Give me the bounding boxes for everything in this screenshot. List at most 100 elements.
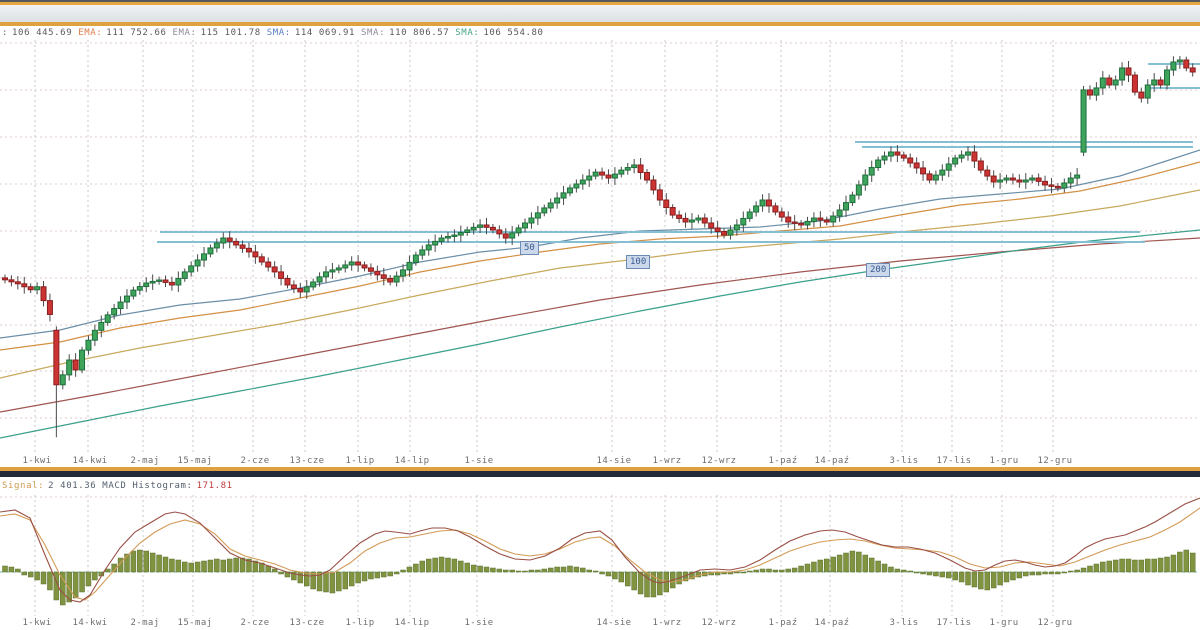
candle-up	[997, 179, 1004, 183]
candle-up	[444, 235, 451, 239]
candle-up	[560, 192, 567, 199]
candle-down	[8, 279, 15, 283]
macd-histogram-bar	[971, 571, 978, 588]
macd-histogram-bar	[496, 568, 503, 573]
candle-up	[342, 264, 349, 269]
candle-up	[220, 237, 227, 244]
candle-up	[547, 202, 554, 209]
macd-histogram-bar	[27, 571, 34, 578]
axis-date-label: 1-gru	[989, 456, 1019, 466]
candle-down	[913, 162, 920, 169]
candle-up	[958, 154, 965, 159]
macd-histogram-bar	[92, 571, 98, 581]
candle-down	[644, 171, 650, 181]
candle-up	[348, 261, 355, 266]
candle-up	[887, 151, 894, 157]
candle-down	[1054, 185, 1061, 189]
candle-down	[1157, 79, 1164, 86]
axis-date-label: 14-paź	[814, 618, 850, 628]
candle-up	[522, 222, 529, 229]
macd-histogram-bar	[1010, 571, 1016, 581]
macd-histogram-bar	[560, 566, 567, 573]
macd-histogram-bar	[811, 561, 817, 573]
candle-up	[85, 339, 92, 351]
macd-histogram-bar	[2, 565, 8, 573]
candle-down	[605, 174, 612, 179]
macd-histogram-bar	[246, 558, 252, 573]
indicator-token-label: SMA:	[361, 28, 386, 38]
candle-down	[226, 237, 233, 242]
candle-down	[714, 227, 721, 233]
candle-up	[1151, 79, 1158, 86]
candle-up	[188, 265, 195, 273]
macd-histogram-bar	[740, 571, 747, 574]
macd-histogram-bar	[734, 571, 740, 574]
candle-down	[1048, 184, 1055, 187]
macd-histogram-bar	[291, 571, 297, 581]
candle-down	[785, 216, 792, 223]
candle-up	[855, 184, 862, 196]
candle-down	[483, 224, 490, 228]
candle-down	[46, 300, 53, 315]
candle-down	[297, 288, 304, 293]
axis-date-label: 14-paź	[814, 456, 850, 466]
macd-histogram-bar	[1138, 559, 1145, 573]
macd-token-value: 171.81	[196, 481, 233, 491]
macd-histogram-bar	[637, 571, 644, 595]
candle-up	[91, 329, 98, 341]
macd-histogram-bar	[772, 569, 779, 573]
candle-up	[79, 349, 86, 371]
candle-up	[98, 321, 105, 331]
macd-histogram-bar	[175, 559, 182, 573]
indicator-token-label: SMA:	[455, 28, 480, 38]
macd-histogram-bar	[226, 558, 233, 573]
macd-histogram-bar	[901, 569, 907, 573]
candle-up	[1170, 61, 1177, 71]
macd-histogram-bar	[592, 570, 599, 573]
axis-date-label: 14-kwi	[72, 456, 108, 466]
candle-up	[1112, 79, 1119, 86]
macd-histogram-bar	[817, 559, 824, 573]
macd-histogram-bar	[85, 571, 92, 587]
candle-up	[323, 271, 329, 278]
candle-up	[143, 282, 150, 288]
candle-up	[624, 167, 631, 171]
axis-date-label: 15-maj	[177, 456, 213, 466]
candle-up	[1093, 87, 1100, 96]
macd-histogram-bar	[624, 571, 631, 587]
axis-date-label: 1-lip	[345, 456, 375, 466]
axis-date-label: 2-cze	[240, 618, 270, 628]
candle-down	[778, 211, 785, 218]
axis-date-label: 3-lis	[889, 456, 919, 466]
candle-up	[579, 179, 586, 185]
macd-histogram-bar	[162, 556, 169, 573]
macd-histogram-bar	[1067, 570, 1074, 573]
candle-down	[27, 286, 34, 291]
main-chart-x-axis: 1-kwi 14-kwi 2-maj 15-maj 2-cze 13-cze 1-lip 14…	[0, 456, 1200, 468]
candle-up	[451, 234, 458, 237]
macd-histogram-bar	[689, 571, 695, 580]
macd-histogram-bar	[470, 564, 477, 573]
indicator-token-label: EMA:	[172, 28, 197, 38]
macd-histogram-bar	[650, 571, 657, 598]
macd-histogram-bar	[1061, 571, 1068, 574]
candle-up	[541, 207, 548, 214]
macd-histogram-bar	[573, 566, 580, 573]
macd-histogram-bar	[913, 571, 920, 574]
ma-period-label: 50	[520, 241, 539, 255]
macd-histogram-bar	[958, 571, 965, 583]
axis-date-label: 12-wrz	[701, 618, 737, 628]
sma-blue-line	[0, 149, 1200, 339]
candle-down	[1009, 177, 1016, 181]
macd-histogram-bar	[438, 556, 445, 573]
macd-histogram-bar	[1170, 554, 1177, 573]
macd-histogram-bar	[117, 557, 124, 573]
macd-histogram-bar	[849, 550, 856, 573]
macd-histogram-bar	[406, 566, 413, 573]
macd-histogram-bar	[297, 571, 304, 584]
macd-histogram-bar	[374, 571, 381, 579]
macd-histogram-bar	[124, 553, 130, 573]
axis-date-label: 2-maj	[130, 618, 160, 628]
macd-histogram-bar	[239, 557, 246, 573]
macd-histogram-bar	[8, 566, 15, 573]
